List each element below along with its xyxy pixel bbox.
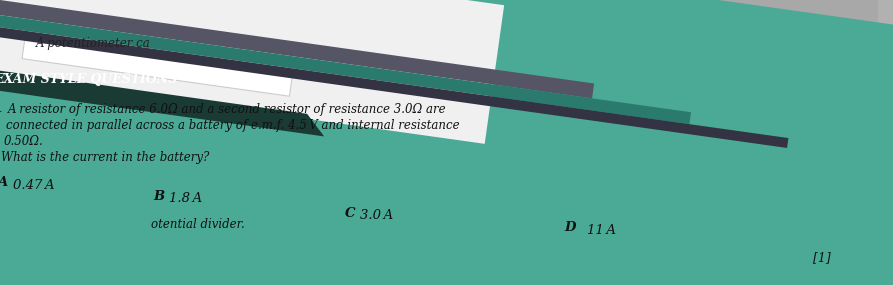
Polygon shape [0,0,15,285]
Text: D: D [564,221,576,234]
Polygon shape [22,24,295,96]
Text: connected in parallel across a battery of e.m.f. 4.5 V and internal resistance: connected in parallel across a battery o… [5,119,459,132]
Text: 3.0 A: 3.0 A [361,209,394,222]
Polygon shape [0,15,691,124]
Text: B: B [153,190,164,203]
Text: C: C [345,207,355,220]
Text: A resistor of resistance 6.0Ω and a second resistor of resistance 3.0Ω are: A resistor of resistance 6.0Ω and a seco… [8,103,446,116]
Polygon shape [0,0,594,98]
Text: EXAM STYLE QUESTIONS: EXAM STYLE QUESTIONS [0,74,177,86]
Polygon shape [878,0,893,285]
Text: [1]: [1] [814,251,831,264]
Text: 11 A: 11 A [587,224,615,237]
Text: A potentiometer ca: A potentiometer ca [37,37,151,50]
Polygon shape [0,68,324,137]
Text: A: A [0,176,8,189]
Polygon shape [0,27,789,148]
Text: 1.8 A: 1.8 A [169,192,202,205]
Text: 0.50Ω.: 0.50Ω. [4,135,43,148]
Polygon shape [0,0,505,144]
Text: What is the current in the battery?: What is the current in the battery? [1,150,209,164]
Text: otential divider.: otential divider. [151,218,245,231]
Text: 0.47 A: 0.47 A [13,179,54,192]
Text: 1: 1 [0,102,3,115]
